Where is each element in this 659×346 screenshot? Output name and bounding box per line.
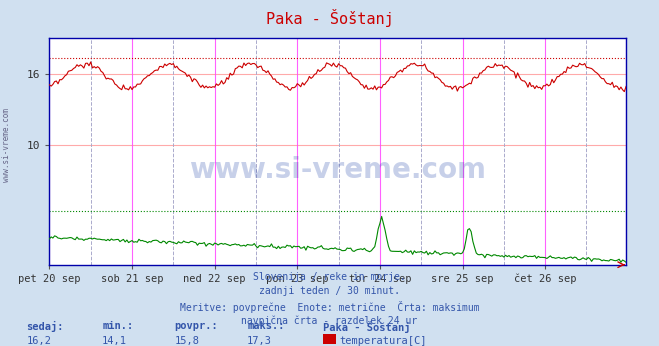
Text: temperatura[C]: temperatura[C] (339, 336, 427, 346)
Text: 16,2: 16,2 (26, 336, 51, 346)
Text: www.si-vreme.com: www.si-vreme.com (189, 155, 486, 183)
Text: maks.:: maks.: (247, 321, 285, 331)
Text: sedaj:: sedaj: (26, 321, 64, 332)
Text: 17,3: 17,3 (247, 336, 272, 346)
Text: Meritve: povprečne  Enote: metrične  Črta: maksimum: Meritve: povprečne Enote: metrične Črta:… (180, 301, 479, 313)
Text: min.:: min.: (102, 321, 133, 331)
Text: www.si-vreme.com: www.si-vreme.com (2, 108, 11, 182)
Text: Paka - Šoštanj: Paka - Šoštanj (323, 321, 411, 333)
Text: Slovenija / reke in morje.: Slovenija / reke in morje. (253, 272, 406, 282)
Text: 14,1: 14,1 (102, 336, 127, 346)
Text: 15,8: 15,8 (175, 336, 200, 346)
Text: povpr.:: povpr.: (175, 321, 218, 331)
Text: navpična črta - razdelek 24 ur: navpična črta - razdelek 24 ur (241, 315, 418, 326)
Text: Paka - Šoštanj: Paka - Šoštanj (266, 9, 393, 27)
Text: zadnji teden / 30 minut.: zadnji teden / 30 minut. (259, 286, 400, 296)
